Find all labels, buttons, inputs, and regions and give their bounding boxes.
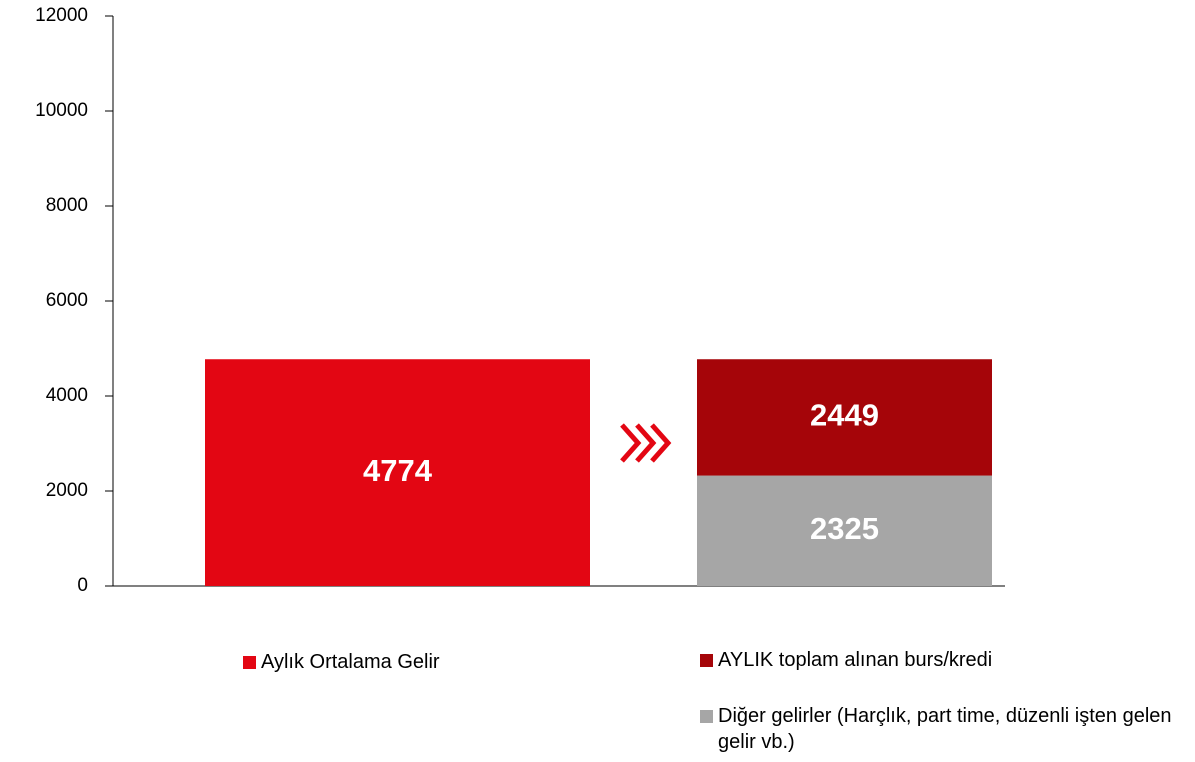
y-tick-label: 4000	[46, 385, 88, 406]
data-label: 2325	[810, 511, 879, 546]
data-label: 2449	[810, 398, 879, 433]
legend-label: AYLIK toplam alınan burs/kredi	[718, 649, 993, 671]
y-tick-label: 2000	[46, 480, 88, 501]
y-tick-label: 6000	[46, 290, 88, 311]
legend-swatch	[700, 710, 713, 723]
y-tick-label: 0	[77, 575, 88, 596]
legend-swatch	[700, 654, 713, 667]
bar-segment	[697, 475, 992, 586]
y-tick-label: 12000	[35, 5, 88, 26]
data-label: 4774	[363, 453, 433, 488]
legend-label: Aylık Ortalama Gelir	[261, 651, 440, 673]
arrow-decoration	[620, 423, 672, 463]
bar-segment	[697, 359, 992, 476]
y-tick-label: 10000	[35, 100, 88, 121]
bar-segment	[205, 359, 590, 586]
legend-item: AYLIK toplam alınan burs/kredi	[700, 647, 1180, 673]
legend-item: Aylık Ortalama Gelir	[243, 649, 643, 675]
legend-swatch	[243, 656, 256, 669]
legend-item: Diğer gelirler (Harçlık, part time, düze…	[700, 703, 1180, 755]
legend-label: Diğer gelirler (Harçlık, part time, düze…	[718, 705, 1172, 753]
y-tick-label: 8000	[46, 195, 88, 216]
